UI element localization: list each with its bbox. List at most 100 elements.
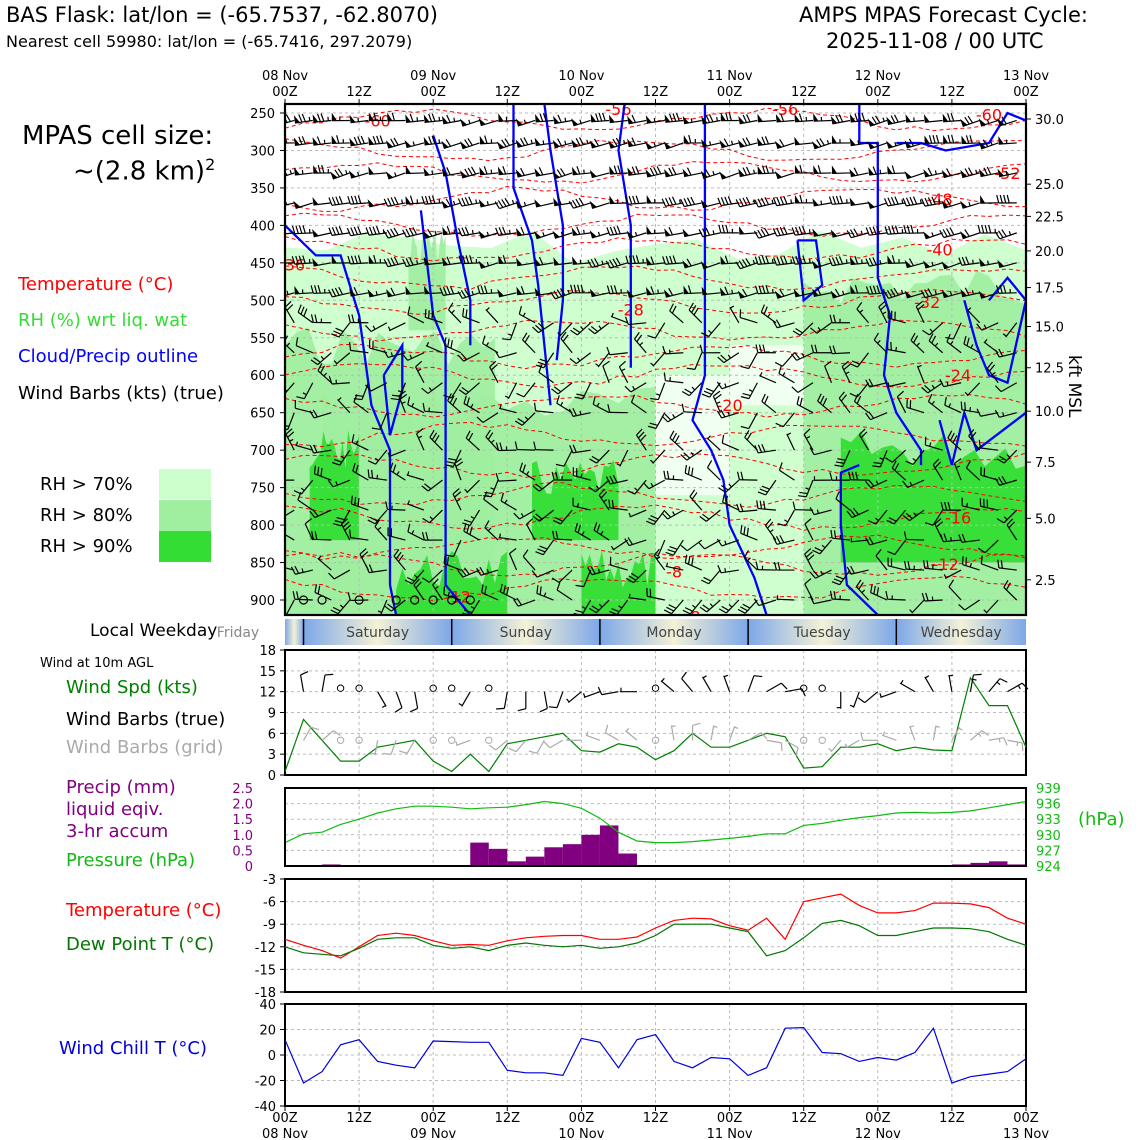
wind-barb-half	[580, 326, 584, 330]
wind-barb-feather	[371, 427, 381, 430]
hour-tick-label: 00Z	[717, 85, 743, 100]
wind-barb-half	[499, 404, 502, 409]
wind-barb	[648, 479, 666, 490]
wind-barb-feather	[285, 301, 292, 308]
wind-barb-feather	[531, 570, 538, 578]
windchill-panel-ytick-label: 40	[259, 998, 276, 1013]
wind-barb-feather	[636, 428, 643, 436]
wind-calm-circle	[818, 684, 826, 692]
height-tick-label: 22.5	[1035, 210, 1064, 225]
wind-barb-feather	[843, 363, 851, 371]
wind-barb-feather	[409, 113, 414, 122]
wind-barb	[517, 262, 536, 267]
temp-panel-ytick-label: -6	[263, 896, 276, 911]
temperature-contour	[285, 161, 1026, 184]
wind-barb	[652, 352, 666, 367]
wind-barb-feather	[446, 556, 449, 566]
wind-barb-flag	[312, 137, 319, 146]
wind-barb-feather	[944, 502, 948, 511]
wind-barb	[665, 292, 684, 298]
wind-barb-feather	[605, 260, 611, 269]
wind-barb-flag	[497, 288, 504, 297]
surface-wind-barb-feather	[753, 675, 763, 678]
wind-barb-feather	[592, 396, 596, 405]
surface-wind-barb-feather	[681, 671, 687, 679]
wind-barb-feather	[740, 525, 743, 534]
wind-barb-half	[968, 201, 971, 207]
wind-barb-feather	[908, 138, 915, 147]
wind-barb-feather	[668, 167, 674, 176]
wind-barb-feather	[819, 138, 825, 146]
surface-wind-barb-grid-half	[713, 725, 718, 728]
wind-barb-feather	[291, 225, 296, 234]
wind-barbs-true-label: Wind Barbs (true)	[66, 709, 226, 730]
wind-barb-feather	[795, 255, 800, 265]
wind-barb-feather	[465, 430, 471, 439]
wind-barb-half	[601, 260, 604, 265]
surface-wind-barb-grid	[536, 739, 545, 754]
wind-barb	[759, 375, 777, 384]
wind-barb-feather	[764, 518, 772, 526]
wind-barb-flag	[701, 286, 708, 295]
wind-barb-feather	[905, 512, 913, 520]
wind-barb	[432, 584, 443, 601]
surface-wind-barb	[948, 674, 953, 692]
wind-barb-feather	[802, 255, 807, 264]
surface-wind-barb-half	[949, 674, 954, 677]
wind-barb	[980, 262, 999, 267]
wind-barb-half	[301, 568, 304, 573]
wind-barb-feather	[334, 169, 340, 178]
wind-barb-feather	[834, 464, 843, 468]
surface-wind-barb-grid-feather	[399, 750, 408, 754]
wind-barb-feather	[934, 518, 942, 525]
wind-barb-flag	[960, 288, 967, 297]
wind-barb-flag	[794, 165, 800, 174]
surface-wind-barb	[747, 675, 755, 692]
surface-wind-barb-grid	[951, 726, 960, 741]
surface-wind-barb-grid-feather	[780, 742, 783, 752]
wind-barb-feather	[639, 434, 647, 442]
wind-barb-feather	[776, 227, 781, 236]
wind-barb-half	[767, 313, 771, 318]
surface-wind-barb-grid-half	[844, 743, 848, 748]
wind-barb-flag	[590, 113, 597, 122]
wind-barb-feather	[816, 258, 822, 267]
wind-barb-half	[579, 410, 582, 415]
wind-barb	[924, 172, 943, 178]
wind-barb-feather	[454, 458, 462, 464]
wind-barb-flag	[498, 113, 504, 122]
wind-barb-feather	[988, 224, 992, 234]
wind-barb-half	[468, 119, 471, 124]
wind-barb-feather	[865, 379, 871, 388]
precip-panel-frame	[284, 787, 1027, 867]
wind-barb	[779, 469, 795, 481]
wind-barb-feather	[285, 428, 288, 431]
wind-barb-feather	[890, 196, 896, 205]
wind-barb-feather	[755, 561, 759, 570]
surface-wind-barb-feather	[394, 707, 403, 713]
surface-wind-barb-grid-half	[586, 731, 589, 736]
wind-barb-feather	[314, 314, 318, 323]
wind-barb-feather	[535, 364, 544, 369]
wind-barb-feather	[593, 522, 598, 531]
precip-bar	[507, 861, 526, 866]
wind-barb	[720, 569, 739, 574]
wind-barb-feather	[368, 226, 374, 235]
wind-barb-feather	[313, 444, 318, 453]
wind-barb-feather	[924, 197, 929, 206]
wind-barb-flag	[737, 290, 745, 299]
wind-barb-feather	[917, 303, 925, 311]
wind-barb-half	[753, 199, 756, 204]
wind-barb-flag	[275, 171, 282, 179]
wind-barb-half	[805, 487, 810, 490]
wind-barb-flag	[552, 230, 560, 239]
wind-barb-feather	[856, 395, 862, 404]
wind-barb-flag	[441, 168, 449, 177]
wind-barb-feather	[720, 409, 726, 418]
wind-barb-feather	[328, 572, 335, 580]
wind-barb-feather	[778, 365, 782, 374]
wind-barb-feather	[776, 197, 781, 206]
wind-barb-feather	[609, 475, 615, 484]
wind-barb-feather	[954, 458, 962, 464]
hour-tick-label: 12Z	[495, 85, 521, 100]
